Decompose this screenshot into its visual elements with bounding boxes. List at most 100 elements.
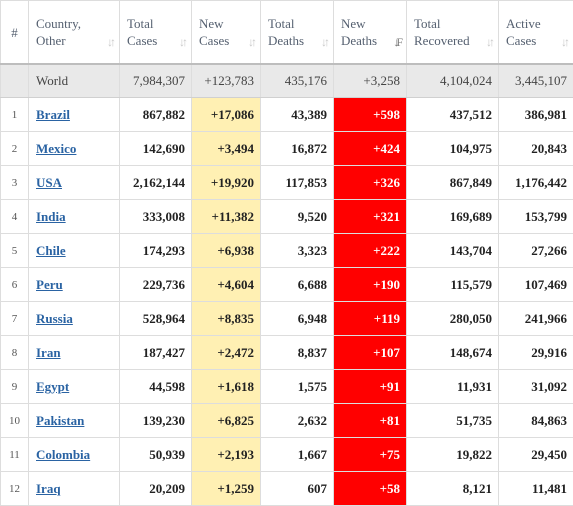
country-link[interactable]: Chile [36,243,66,258]
total-deaths-cell: 117,853 [261,166,334,200]
new-deaths-cell: +321 [334,200,407,234]
country-link[interactable]: Brazil [36,107,70,122]
country-link[interactable]: Pakistan [36,413,84,428]
new-cases-cell: +123,783 [192,64,261,98]
country-link[interactable]: Peru [36,277,63,292]
total-cases-cell: 20,209 [120,472,192,506]
total-cases-cell: 528,964 [120,302,192,336]
header-new-cases[interactable]: New Cases ↓↑ [192,1,261,65]
active-cases-cell: 1,176,442 [499,166,573,200]
sort-arrows-icon[interactable]: ↓↑ [321,34,327,51]
total-cases-cell: 50,939 [120,438,192,472]
sort-arrows-icon[interactable]: ↓↑ [107,34,113,51]
new-cases-cell: +2,193 [192,438,261,472]
row-index: 9 [1,370,29,404]
new-cases-cell: +6,938 [192,234,261,268]
total-deaths-cell: 1,667 [261,438,334,472]
sort-arrows-icon[interactable]: ↓↑ [179,34,185,51]
header-total-cases[interactable]: Total Cases ↓↑ [120,1,192,65]
total-deaths-cell: 3,323 [261,234,334,268]
sort-arrows-icon[interactable]: ↓↑ [561,34,567,51]
row-index: 2 [1,132,29,166]
total-cases-cell: 7,984,307 [120,64,192,98]
row-index: 11 [1,438,29,472]
country-link[interactable]: Iran [36,345,61,360]
row-index: 6 [1,268,29,302]
new-cases-cell: +1,259 [192,472,261,506]
country-link[interactable]: USA [36,175,62,190]
header-country[interactable]: Country, Other ↓↑ [29,1,120,65]
sort-arrows-icon[interactable]: ↓↑ [248,34,254,51]
new-deaths-cell: +598 [334,98,407,132]
total-recovered-cell: 169,689 [407,200,499,234]
new-deaths-cell: +81 [334,404,407,438]
total-recovered-cell: 148,674 [407,336,499,370]
country-name-cell: Mexico [29,132,120,166]
new-cases-cell: +3,494 [192,132,261,166]
country-link[interactable]: Colombia [36,447,90,462]
total-cases-cell: 139,230 [120,404,192,438]
country-name-cell: Chile [29,234,120,268]
total-cases-cell: 2,162,144 [120,166,192,200]
row-index: 4 [1,200,29,234]
row-index: 7 [1,302,29,336]
new-deaths-cell: +3,258 [334,64,407,98]
country-link[interactable]: India [36,209,66,224]
total-deaths-cell: 16,872 [261,132,334,166]
new-deaths-cell: +91 [334,370,407,404]
new-cases-cell: +8,835 [192,302,261,336]
active-cases-cell: 11,481 [499,472,573,506]
header-total-deaths[interactable]: Total Deaths ↓↑ [261,1,334,65]
new-deaths-cell: +75 [334,438,407,472]
country-name-cell: Iraq [29,472,120,506]
total-recovered-cell: 51,735 [407,404,499,438]
total-recovered-cell: 143,704 [407,234,499,268]
country-link[interactable]: Egypt [36,379,69,394]
total-recovered-cell: 867,849 [407,166,499,200]
world-total-row: World 7,984,307 +123,783 435,176 +3,258 … [1,64,573,98]
row-index: 1 [1,98,29,132]
header-active-cases[interactable]: Active Cases ↓↑ [499,1,573,65]
country-name-cell: USA [29,166,120,200]
country-name-cell: Brazil [29,98,120,132]
country-name-cell: Iran [29,336,120,370]
row-index: 3 [1,166,29,200]
new-deaths-cell: +119 [334,302,407,336]
active-cases-cell: 386,981 [499,98,573,132]
row-index: 10 [1,404,29,438]
total-deaths-cell: 1,575 [261,370,334,404]
active-cases-cell: 27,266 [499,234,573,268]
country-link[interactable]: Iraq [36,481,61,496]
header-total-recovered[interactable]: Total Recovered ↓↑ [407,1,499,65]
active-cases-cell: 241,966 [499,302,573,336]
total-deaths-cell: 9,520 [261,200,334,234]
sort-desc-icon[interactable]: ↓F [393,34,400,51]
header-index: # [1,1,29,65]
new-deaths-cell: +107 [334,336,407,370]
active-cases-cell: 29,916 [499,336,573,370]
new-deaths-cell: +326 [334,166,407,200]
total-deaths-cell: 8,837 [261,336,334,370]
sort-arrows-icon[interactable]: ↓↑ [486,34,492,51]
total-cases-cell: 142,690 [120,132,192,166]
total-recovered-cell: 19,822 [407,438,499,472]
active-cases-cell: 20,843 [499,132,573,166]
country-link[interactable]: Russia [36,311,73,326]
header-new-deaths[interactable]: New Deaths ↓F [334,1,407,65]
country-name-cell: Egypt [29,370,120,404]
new-deaths-cell: +424 [334,132,407,166]
country-name-cell: Pakistan [29,404,120,438]
total-cases-cell: 44,598 [120,370,192,404]
active-cases-cell: 31,092 [499,370,573,404]
country-link[interactable]: Mexico [36,141,76,156]
total-cases-cell: 867,882 [120,98,192,132]
